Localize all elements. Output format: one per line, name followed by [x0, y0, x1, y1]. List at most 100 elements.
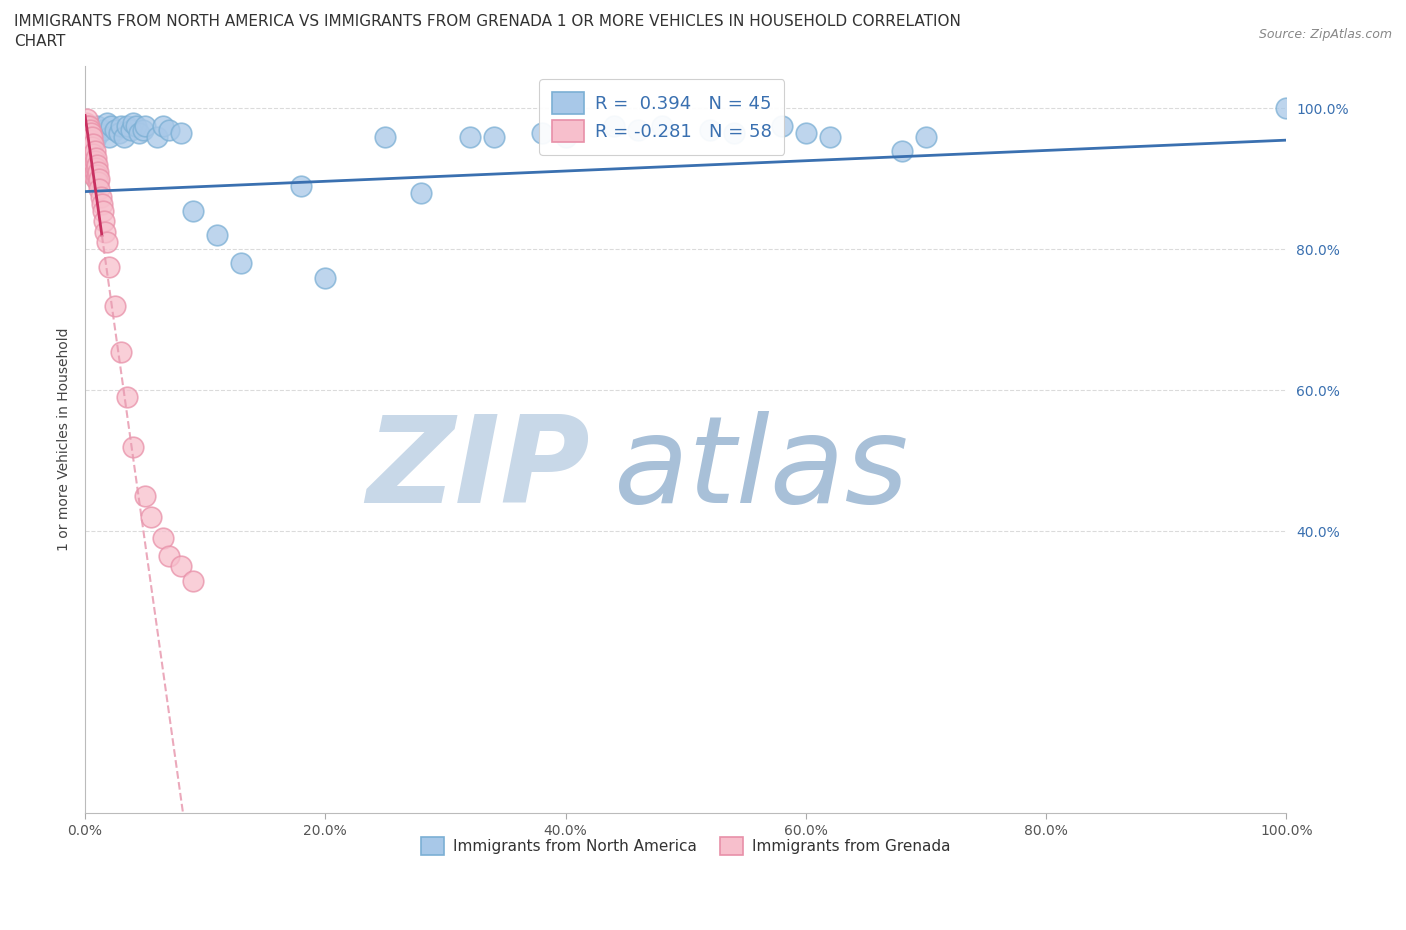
- Point: [80, 136, 103, 151]
- Point: [86, 157, 108, 172]
- Point: [86, 168, 108, 183]
- Point: [76, 119, 98, 134]
- Point: [290, 179, 312, 193]
- Point: [891, 143, 914, 158]
- Point: [87, 175, 110, 190]
- Point: [152, 531, 174, 546]
- Point: [96, 115, 118, 130]
- Y-axis label: 1 or more Vehicles in Household: 1 or more Vehicles in Household: [58, 328, 72, 551]
- Text: CHART: CHART: [14, 34, 66, 49]
- Point: [87, 165, 110, 179]
- Point: [75, 119, 97, 134]
- Text: Source: ZipAtlas.com: Source: ZipAtlas.com: [1258, 28, 1392, 41]
- Point: [128, 126, 150, 140]
- Point: [627, 122, 650, 137]
- Text: atlas: atlas: [613, 411, 910, 528]
- Point: [794, 126, 817, 140]
- Point: [76, 136, 98, 151]
- Point: [231, 256, 253, 271]
- Point: [77, 119, 100, 134]
- Point: [141, 510, 163, 525]
- Point: [89, 126, 111, 140]
- Point: [122, 115, 145, 130]
- Point: [122, 439, 145, 454]
- Text: IMMIGRANTS FROM NORTH AMERICA VS IMMIGRANTS FROM GRENADA 1 OR MORE VEHICLES IN H: IMMIGRANTS FROM NORTH AMERICA VS IMMIGRA…: [14, 14, 960, 29]
- Point: [82, 157, 104, 172]
- Point: [314, 270, 336, 285]
- Point: [76, 112, 98, 126]
- Point: [770, 119, 793, 134]
- Point: [77, 143, 100, 158]
- Point: [79, 122, 101, 137]
- Point: [83, 165, 105, 179]
- Point: [84, 151, 107, 166]
- Point: [146, 129, 169, 144]
- Point: [86, 119, 108, 134]
- Point: [100, 119, 122, 134]
- Point: [104, 122, 127, 137]
- Point: [530, 126, 553, 140]
- Point: [170, 559, 193, 574]
- Point: [89, 182, 111, 197]
- Point: [104, 299, 127, 313]
- Point: [79, 140, 101, 154]
- Legend: Immigrants from North America, Immigrants from Grenada: Immigrants from North America, Immigrant…: [415, 830, 956, 861]
- Point: [482, 129, 505, 144]
- Point: [80, 129, 103, 144]
- Point: [170, 126, 193, 140]
- Point: [181, 573, 204, 588]
- Point: [91, 203, 114, 218]
- Point: [80, 151, 103, 166]
- Point: [458, 129, 481, 144]
- Point: [76, 129, 98, 144]
- Point: [90, 196, 112, 211]
- Point: [82, 147, 104, 162]
- Point: [75, 115, 97, 130]
- Point: [82, 151, 104, 166]
- Point: [80, 143, 103, 158]
- Point: [77, 129, 100, 144]
- Point: [80, 126, 103, 140]
- Point: [79, 157, 101, 172]
- Point: [83, 153, 105, 168]
- Point: [602, 119, 624, 134]
- Point: [110, 119, 132, 134]
- Point: [157, 122, 180, 137]
- Point: [82, 168, 104, 183]
- Point: [374, 129, 396, 144]
- Point: [699, 122, 721, 137]
- Point: [82, 140, 104, 154]
- Point: [134, 119, 156, 134]
- Point: [77, 136, 100, 151]
- Point: [82, 129, 104, 144]
- Point: [107, 126, 129, 140]
- Point: [75, 122, 97, 137]
- Point: [110, 344, 132, 359]
- Point: [98, 259, 121, 274]
- Point: [411, 186, 433, 201]
- Point: [134, 488, 156, 503]
- Point: [115, 119, 138, 134]
- Point: [120, 122, 142, 137]
- Point: [132, 122, 155, 137]
- Point: [818, 129, 841, 144]
- Point: [152, 119, 174, 134]
- Point: [96, 235, 118, 250]
- Point: [98, 129, 121, 144]
- Point: [157, 549, 180, 564]
- Point: [89, 171, 111, 186]
- Point: [80, 161, 103, 176]
- Point: [79, 147, 101, 162]
- Point: [94, 224, 117, 239]
- Point: [84, 171, 107, 186]
- Point: [1275, 101, 1298, 116]
- Point: [79, 133, 101, 148]
- Point: [723, 126, 745, 140]
- Point: [82, 136, 104, 151]
- Point: [181, 203, 204, 218]
- Point: [124, 119, 146, 134]
- Point: [915, 129, 938, 144]
- Point: [93, 214, 115, 229]
- Point: [83, 133, 105, 148]
- Text: ZIP: ZIP: [366, 411, 589, 528]
